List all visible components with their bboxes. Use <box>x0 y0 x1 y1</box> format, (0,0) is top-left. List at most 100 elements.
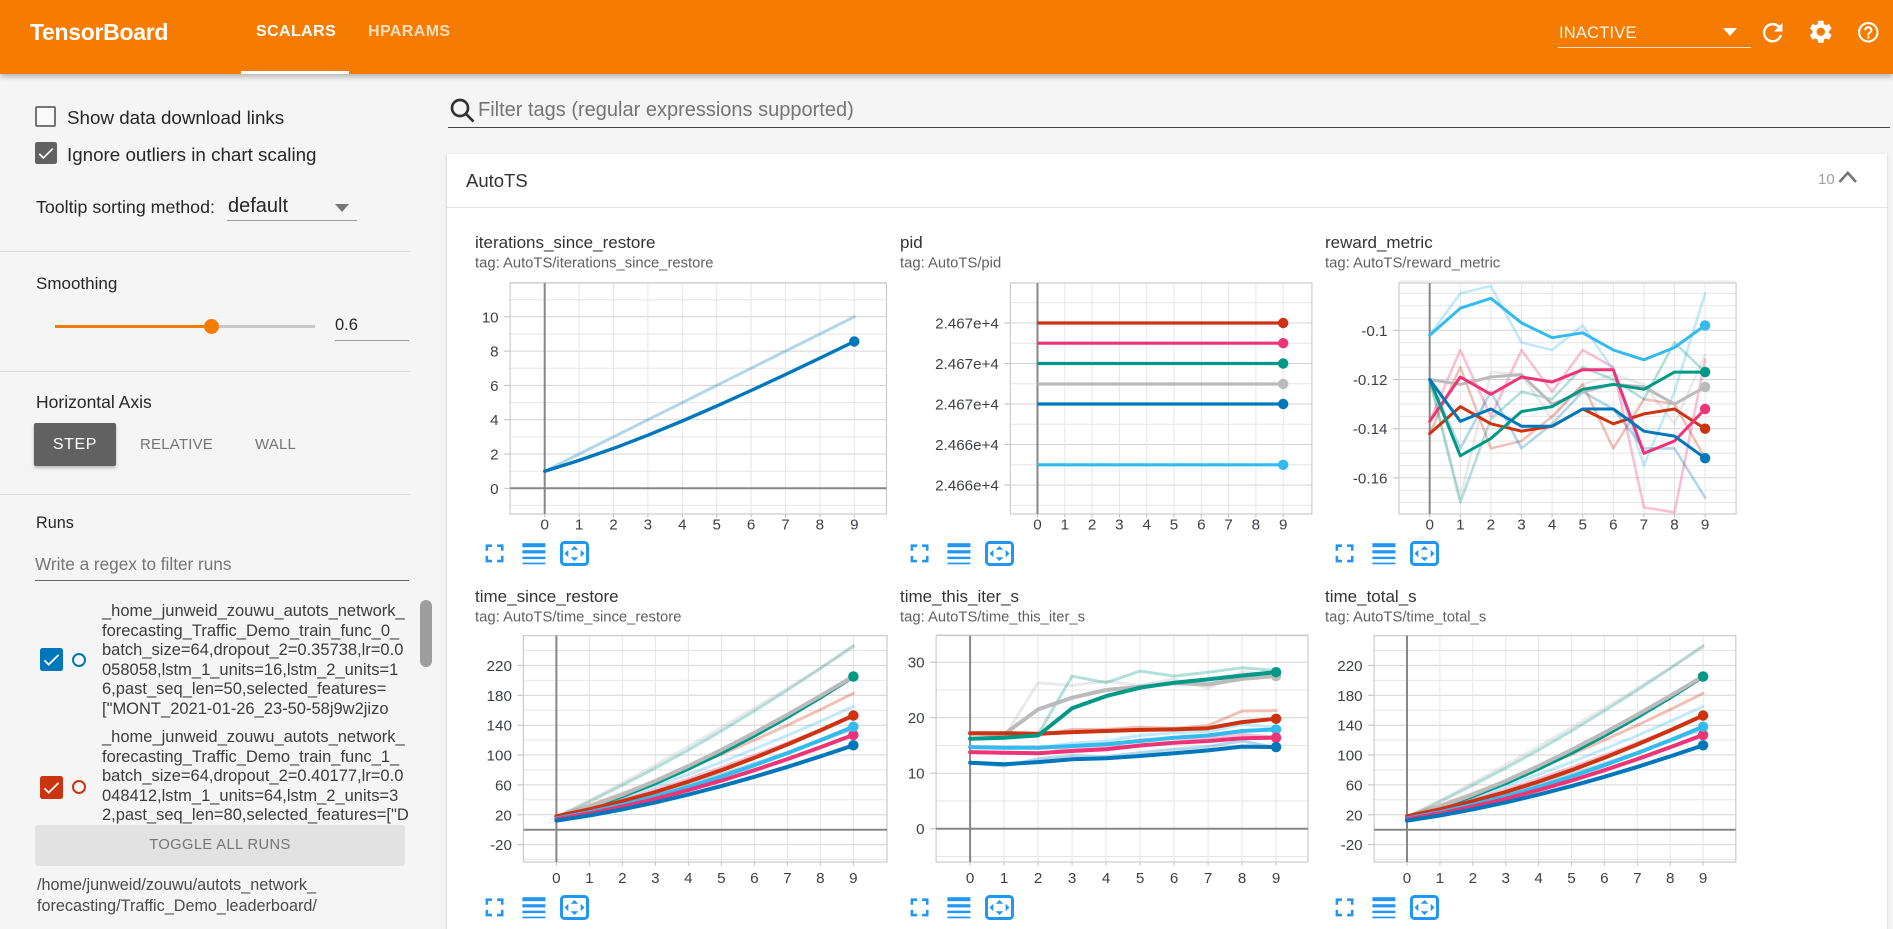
svg-text:2.467e+4: 2.467e+4 <box>935 356 999 373</box>
svg-text:60: 60 <box>1346 777 1363 794</box>
svg-text:-0.16: -0.16 <box>1353 470 1388 487</box>
svg-text:4: 4 <box>1102 870 1110 887</box>
svg-text:0: 0 <box>540 517 548 534</box>
svg-text:1: 1 <box>1456 517 1464 534</box>
svg-text:10: 10 <box>908 766 925 783</box>
svg-text:8: 8 <box>1670 517 1678 534</box>
svg-text:4: 4 <box>490 412 498 429</box>
svg-text:5: 5 <box>1578 517 1586 534</box>
svg-text:100: 100 <box>1337 748 1362 765</box>
svg-text:2.466e+4: 2.466e+4 <box>935 478 999 495</box>
svg-text:4: 4 <box>1548 517 1556 534</box>
svg-text:iterations_since_restore: iterations_since_restore <box>475 233 655 252</box>
svg-text:tag: AutoTS/time_total_s: tag: AutoTS/time_total_s <box>1325 610 1486 626</box>
svg-text:9: 9 <box>1701 517 1709 534</box>
svg-text:pid: pid <box>900 233 923 252</box>
svg-text:3: 3 <box>1115 517 1123 534</box>
svg-text:8: 8 <box>490 344 498 361</box>
svg-text:6: 6 <box>1170 870 1178 887</box>
svg-text:-20: -20 <box>1341 837 1363 854</box>
svg-text:4: 4 <box>1142 517 1150 534</box>
svg-text:6: 6 <box>1609 517 1617 534</box>
svg-text:-0.12: -0.12 <box>1353 372 1388 389</box>
svg-text:tag: AutoTS/pid: tag: AutoTS/pid <box>900 256 1001 272</box>
svg-text:0: 0 <box>490 481 498 498</box>
svg-text:220: 220 <box>487 658 512 675</box>
svg-text:2.467e+4: 2.467e+4 <box>935 397 999 414</box>
svg-text:100: 100 <box>487 748 512 765</box>
svg-text:5: 5 <box>1136 870 1144 887</box>
svg-text:6: 6 <box>490 378 498 395</box>
svg-text:20: 20 <box>495 807 512 824</box>
svg-text:2: 2 <box>1487 517 1495 534</box>
svg-text:7: 7 <box>1640 517 1648 534</box>
svg-text:0: 0 <box>916 821 924 838</box>
svg-text:0: 0 <box>1425 517 1433 534</box>
svg-text:2: 2 <box>609 517 617 534</box>
svg-text:3: 3 <box>644 517 652 534</box>
svg-text:time_total_s: time_total_s <box>1325 587 1417 606</box>
svg-text:reward_metric: reward_metric <box>1325 233 1433 252</box>
svg-text:180: 180 <box>1337 688 1362 705</box>
svg-text:1: 1 <box>1000 870 1008 887</box>
svg-text:60: 60 <box>495 777 512 794</box>
svg-text:4: 4 <box>678 517 686 534</box>
svg-text:tag: AutoTS/reward_metric: tag: AutoTS/reward_metric <box>1325 256 1501 272</box>
svg-text:3: 3 <box>1517 517 1525 534</box>
svg-text:2: 2 <box>1469 870 1477 887</box>
svg-text:0: 0 <box>1403 870 1411 887</box>
svg-text:7: 7 <box>783 870 791 887</box>
svg-text:1: 1 <box>1061 517 1069 534</box>
svg-text:1: 1 <box>585 870 593 887</box>
svg-text:3: 3 <box>1068 870 1076 887</box>
svg-text:2: 2 <box>1034 870 1042 887</box>
svg-text:0: 0 <box>1033 517 1041 534</box>
svg-text:7: 7 <box>1204 870 1212 887</box>
svg-text:-0.14: -0.14 <box>1353 421 1388 438</box>
svg-text:5: 5 <box>717 870 725 887</box>
svg-text:2: 2 <box>618 870 626 887</box>
svg-text:6: 6 <box>747 517 755 534</box>
svg-text:180: 180 <box>487 688 512 705</box>
svg-text:5: 5 <box>712 517 720 534</box>
svg-text:-0.1: -0.1 <box>1361 323 1387 340</box>
svg-text:2.466e+4: 2.466e+4 <box>935 437 999 454</box>
svg-text:6: 6 <box>750 870 758 887</box>
svg-text:time_this_iter_s: time_this_iter_s <box>900 587 1019 606</box>
svg-text:tag: AutoTS/time_this_iter_s: tag: AutoTS/time_this_iter_s <box>900 610 1085 626</box>
svg-text:5: 5 <box>1170 517 1178 534</box>
svg-text:6: 6 <box>1600 870 1608 887</box>
svg-text:1: 1 <box>575 517 583 534</box>
svg-text:7: 7 <box>1224 517 1232 534</box>
svg-text:8: 8 <box>1252 517 1260 534</box>
svg-text:7: 7 <box>1633 870 1641 887</box>
svg-text:2: 2 <box>1088 517 1096 534</box>
svg-text:140: 140 <box>1337 718 1362 735</box>
svg-text:140: 140 <box>487 718 512 735</box>
svg-text:9: 9 <box>849 870 857 887</box>
svg-text:20: 20 <box>908 710 925 727</box>
svg-text:30: 30 <box>908 655 925 672</box>
svg-text:4: 4 <box>1534 870 1542 887</box>
svg-text:8: 8 <box>816 870 824 887</box>
svg-text:10: 10 <box>482 309 499 326</box>
svg-text:2.467e+4: 2.467e+4 <box>935 316 999 333</box>
svg-text:-20: -20 <box>490 837 512 854</box>
svg-text:3: 3 <box>651 870 659 887</box>
svg-text:1: 1 <box>1436 870 1444 887</box>
svg-text:8: 8 <box>1666 870 1674 887</box>
svg-text:7: 7 <box>781 517 789 534</box>
svg-text:tag: AutoTS/time_since_restore: tag: AutoTS/time_since_restore <box>475 610 681 626</box>
svg-text:9: 9 <box>1279 517 1287 534</box>
svg-text:tag: AutoTS/iterations_since_r: tag: AutoTS/iterations_since_restore <box>475 256 714 272</box>
svg-text:2: 2 <box>490 447 498 464</box>
svg-text:9: 9 <box>1699 870 1707 887</box>
svg-text:4: 4 <box>684 870 692 887</box>
svg-text:20: 20 <box>1346 807 1363 824</box>
svg-text:8: 8 <box>816 517 824 534</box>
svg-text:220: 220 <box>1337 658 1362 675</box>
svg-text:3: 3 <box>1501 870 1509 887</box>
svg-text:0: 0 <box>552 870 560 887</box>
svg-text:0: 0 <box>966 870 974 887</box>
svg-text:8: 8 <box>1238 870 1246 887</box>
